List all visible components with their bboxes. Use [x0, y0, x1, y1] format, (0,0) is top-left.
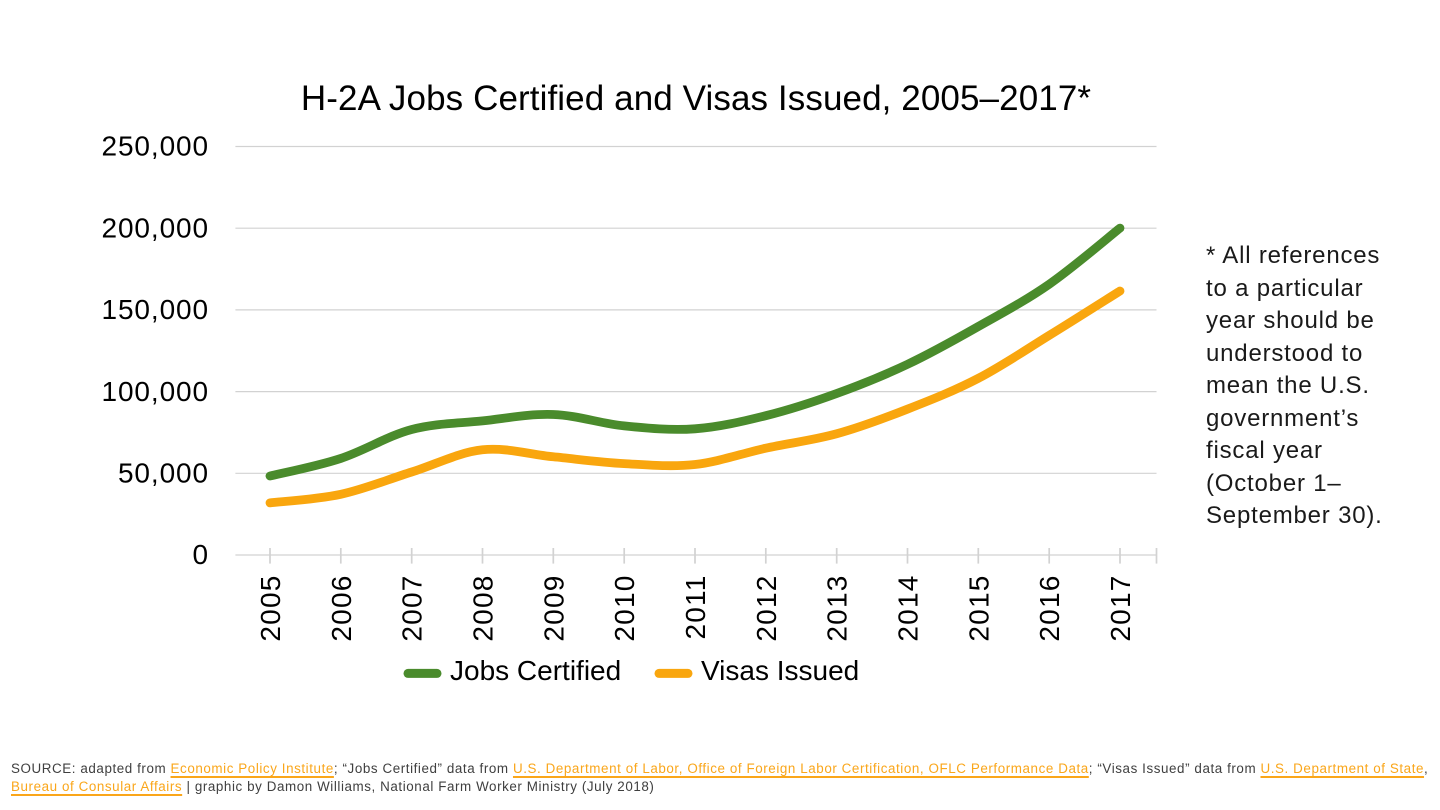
- svg-text:Jobs Certified: Jobs Certified: [450, 655, 621, 686]
- svg-text:2005: 2005: [255, 575, 286, 642]
- svg-text:0: 0: [193, 539, 209, 570]
- svg-text:2009: 2009: [538, 575, 569, 642]
- svg-text:2011: 2011: [680, 575, 711, 640]
- svg-text:2008: 2008: [468, 575, 499, 642]
- svg-text:2016: 2016: [1034, 575, 1065, 642]
- svg-text:250,000: 250,000: [101, 131, 209, 162]
- svg-text:Visas Issued: Visas Issued: [701, 655, 859, 686]
- svg-text:2006: 2006: [326, 575, 357, 642]
- svg-text:2007: 2007: [397, 575, 428, 642]
- svg-text:2010: 2010: [609, 575, 640, 642]
- svg-text:200,000: 200,000: [101, 212, 209, 243]
- svg-text:H-2A Jobs Certified and Visas: H-2A Jobs Certified and Visas Issued, 20…: [301, 79, 1091, 118]
- svg-text:2012: 2012: [751, 575, 782, 642]
- svg-text:2015: 2015: [963, 575, 994, 642]
- svg-text:2017: 2017: [1105, 575, 1136, 642]
- svg-text:150,000: 150,000: [101, 294, 209, 325]
- svg-text:2014: 2014: [893, 575, 924, 642]
- svg-text:50,000: 50,000: [118, 458, 209, 489]
- svg-text:2013: 2013: [822, 575, 853, 642]
- svg-text:100,000: 100,000: [101, 376, 209, 407]
